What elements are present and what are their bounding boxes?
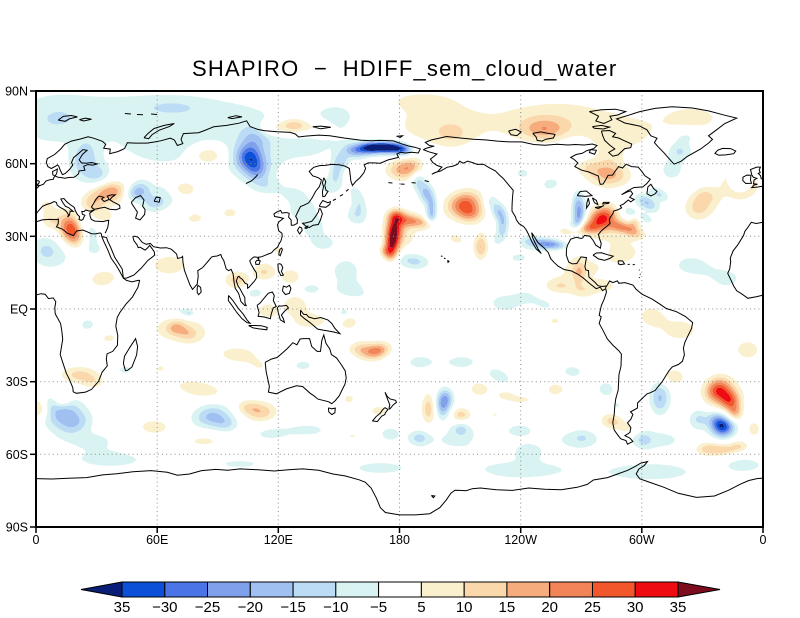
svg-text:EQ: EQ: [10, 303, 28, 317]
svg-text:−5: −5: [370, 599, 387, 616]
svg-text:10: 10: [456, 599, 473, 616]
svg-text:−15: −15: [280, 599, 305, 616]
svg-text:15: 15: [499, 599, 516, 616]
svg-text:120E: 120E: [264, 533, 293, 547]
svg-text:180: 180: [389, 533, 410, 547]
svg-text:5: 5: [417, 599, 425, 616]
svg-text:0: 0: [760, 533, 767, 547]
svg-text:30: 30: [627, 599, 644, 616]
svg-text:60E: 60E: [146, 533, 168, 547]
svg-text:35: 35: [114, 599, 131, 616]
svg-text:−25: −25: [195, 599, 220, 616]
svg-text:120W: 120W: [504, 533, 537, 547]
svg-text:20: 20: [541, 599, 558, 616]
svg-text:90N: 90N: [5, 85, 28, 99]
svg-text:90S: 90S: [6, 521, 28, 535]
svg-text:60S: 60S: [6, 448, 28, 462]
svg-text:60N: 60N: [5, 157, 28, 171]
svg-text:25: 25: [584, 599, 601, 616]
svg-text:−30: −30: [152, 599, 177, 616]
svg-text:0: 0: [33, 533, 40, 547]
svg-text:−10: −10: [323, 599, 348, 616]
svg-text:60W: 60W: [629, 533, 655, 547]
svg-text:−20: −20: [238, 599, 263, 616]
svg-text:35: 35: [670, 599, 687, 616]
svg-text:SHAPIRO − HDIFF_sem_cloud_wa: SHAPIRO − HDIFF_sem_cloud_water: [192, 56, 617, 81]
svg-text:30S: 30S: [6, 375, 28, 389]
svg-text:30N: 30N: [5, 230, 28, 244]
